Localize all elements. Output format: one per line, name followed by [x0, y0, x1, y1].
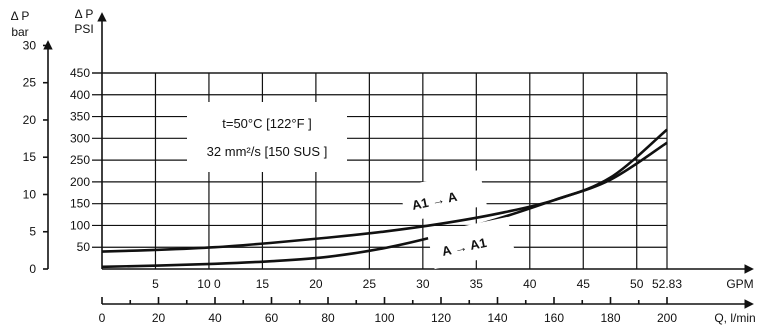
annotation-viscosity: 32 mm²/s [150 SUS ] — [207, 144, 328, 159]
gpm-tick-label: 52.83 — [652, 277, 682, 291]
psi-tick-label: 50 — [77, 240, 91, 254]
gpm-tick-label: 25 — [363, 277, 377, 291]
series-label-a1-a: A1 → A — [399, 169, 487, 223]
gpm-tick-label: 40 — [523, 277, 537, 291]
flow-tick-label: 40 — [208, 311, 222, 325]
psi-tick-label: 300 — [70, 131, 90, 145]
gpm-tick-label: 5 — [152, 277, 159, 291]
axes — [43, 12, 754, 309]
bar-tick-label: 5 — [29, 225, 36, 239]
gpm-axis-label: GPM — [726, 277, 753, 291]
bar-tick-label: 20 — [23, 113, 37, 127]
psi-axis-unit: PSI — [74, 22, 93, 36]
flow-tick-label: 60 — [265, 311, 279, 325]
psi-tick-label: 150 — [70, 197, 90, 211]
flow-tick-label: 0 — [99, 311, 106, 325]
gpm-tick-label: 20 — [309, 277, 323, 291]
annotation-box — [187, 102, 347, 172]
psi-tick-label: 250 — [70, 153, 90, 167]
psi-tick-label: 400 — [70, 88, 90, 102]
psi-tick-label: 450 — [70, 66, 90, 80]
gpm-tick-label: 35 — [470, 277, 484, 291]
bar-axis-unit: bar — [11, 25, 28, 39]
flow-tick-label: 140 — [487, 311, 507, 325]
psi-tick-label: 350 — [70, 110, 90, 124]
flow-axis-label: Q, l/min — [714, 311, 755, 325]
flow-tick-label: 180 — [600, 311, 620, 325]
bar-tick-label: 25 — [23, 76, 37, 90]
psi-tick-label: 200 — [70, 175, 90, 189]
flow-tick-label: 120 — [431, 311, 451, 325]
bar-tick-label: 0 — [29, 262, 36, 276]
flow-tick-label: 20 — [152, 311, 166, 325]
gpm-tick-label: 45 — [577, 277, 591, 291]
series-line-2 — [101, 141, 668, 269]
gpm-tick-label: 50 — [630, 277, 644, 291]
gpm-tick-label: 15 — [256, 277, 270, 291]
grid — [92, 72, 668, 269]
flow-tick-label: 160 — [544, 311, 564, 325]
flow-tick-label: 200 — [657, 311, 677, 325]
gpm-tick-label: 10 0 — [197, 277, 221, 291]
flow-tick-label: 80 — [321, 311, 335, 325]
psi-axis-title: Δ P — [75, 7, 94, 21]
bar-tick-label: 30 — [23, 38, 37, 52]
series-label-a-a1: A → A1 — [427, 216, 515, 270]
bar-tick-label: 15 — [23, 150, 37, 164]
bar-tick-label: 10 — [23, 187, 37, 201]
curves — [101, 128, 668, 269]
bar-axis-title: Δ P — [11, 9, 30, 23]
flow-tick-label: 100 — [374, 311, 394, 325]
annotation-temperature: t=50°C [122°F ] — [222, 116, 312, 131]
psi-tick-label: 100 — [70, 218, 90, 232]
gpm-tick-label: 30 — [416, 277, 430, 291]
